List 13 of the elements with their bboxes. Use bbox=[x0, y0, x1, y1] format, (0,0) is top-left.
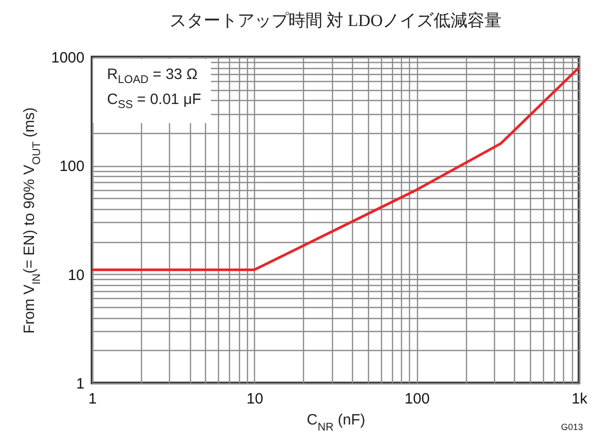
x-tick-label: 1 bbox=[88, 390, 97, 408]
x-tick-label: 1k bbox=[572, 390, 588, 408]
y-tick-label: 100 bbox=[59, 158, 84, 176]
y-tick-label: 1000 bbox=[51, 50, 84, 66]
chart-title: スタートアップ時間 対 LDOノイズ低減容量 bbox=[169, 11, 502, 30]
annotation: C$_{SS}$ = 0.01 μF bbox=[107, 91, 202, 111]
x-tick-label: 100 bbox=[404, 390, 430, 408]
annotation: R$_{LOAD}$ = 33 Ω bbox=[107, 66, 198, 86]
y-tick-label: 1 bbox=[76, 376, 84, 392]
text: G013 bbox=[560, 422, 583, 432]
x-tick-label: 10 bbox=[246, 390, 264, 408]
y-tick-label: 10 bbox=[68, 266, 84, 284]
x-axis-title: C$_{NR}$ (nF) bbox=[306, 412, 366, 434]
